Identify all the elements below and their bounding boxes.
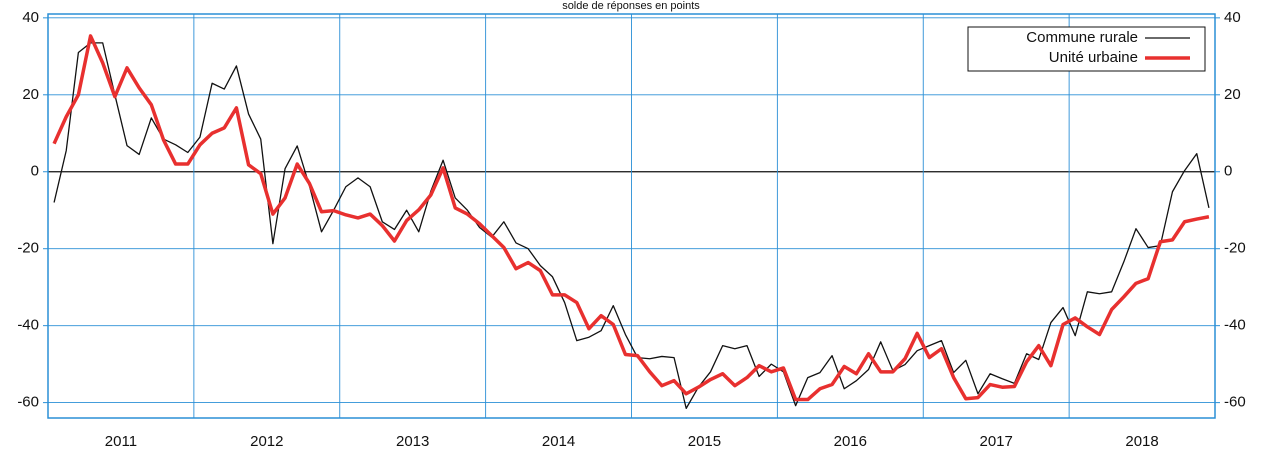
- legend-label: Commune rurale: [1026, 29, 1138, 46]
- y-tick-label: 20: [22, 86, 39, 103]
- y-tick-label: 40: [22, 9, 39, 26]
- legend-label: Unité urbaine: [1049, 49, 1138, 66]
- y2-tick-label: -40: [1224, 317, 1246, 334]
- y2-tick-label: -60: [1224, 394, 1246, 411]
- y-tick-label: 0: [31, 163, 39, 180]
- y2-tick-label: 0: [1224, 163, 1232, 180]
- x-tick-label: 2013: [396, 433, 429, 450]
- x-tick-label: 2017: [980, 433, 1013, 450]
- chart-title: solde de réponses en points: [562, 0, 700, 12]
- legend-box: [967, 26, 1206, 72]
- y2-tick-label: 20: [1224, 86, 1241, 103]
- series-line: [52, 34, 1210, 402]
- y-tick-label: -40: [17, 317, 39, 334]
- y-tick-label: -60: [17, 394, 39, 411]
- x-tick-label: 2016: [834, 433, 867, 450]
- x-tick-label: 2011: [105, 433, 137, 450]
- y2-tick-label: -20: [1224, 240, 1246, 257]
- x-tick-label: 2012: [250, 433, 283, 450]
- plot-frame: [47, 13, 1216, 419]
- x-tick-label: 2018: [1125, 433, 1158, 450]
- y-tick-label: -20: [17, 240, 39, 257]
- x-tick-label: 2015: [688, 433, 721, 450]
- y2-tick-label: 40: [1224, 9, 1241, 26]
- x-tick-label: 2014: [542, 433, 575, 450]
